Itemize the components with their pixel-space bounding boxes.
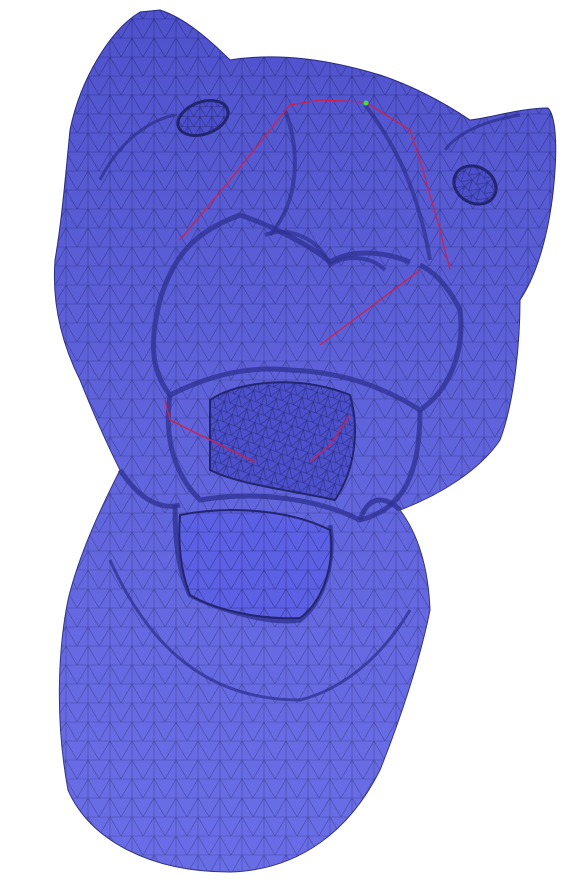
eyes: [176, 99, 498, 206]
nose: [264, 103, 432, 272]
mouth: [178, 381, 356, 620]
marker-point: [363, 100, 369, 106]
